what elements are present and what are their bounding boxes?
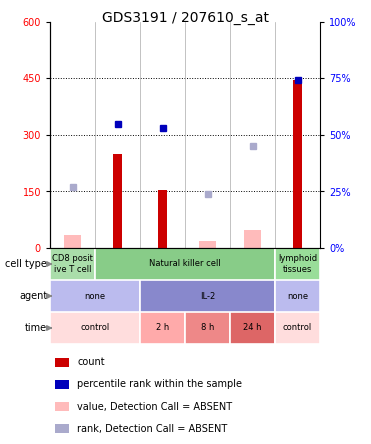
Bar (199, 241, 216, 248)
Bar (185, 312, 230, 344)
Text: control: control (283, 324, 312, 333)
Text: lymphoid
tissues: lymphoid tissues (278, 254, 317, 274)
Text: 24 h: 24 h (243, 324, 262, 333)
Text: count: count (77, 357, 105, 367)
Text: 2 h: 2 h (156, 324, 169, 333)
Text: time: time (25, 323, 47, 333)
Text: rank, Detection Call = ABSENT: rank, Detection Call = ABSENT (77, 424, 227, 434)
Bar (55, 424, 69, 433)
Bar (95, 248, 275, 280)
Bar (293, 80, 302, 248)
Text: CD8 posit
ive T cell: CD8 posit ive T cell (52, 254, 93, 274)
Text: control: control (81, 324, 109, 333)
Bar (50, 280, 140, 312)
Text: percentile rank within the sample: percentile rank within the sample (77, 380, 242, 389)
Bar (230, 312, 275, 344)
Bar (50, 248, 95, 280)
Bar (275, 280, 320, 312)
Bar (65, 235, 81, 248)
Bar (140, 312, 185, 344)
Text: cell type: cell type (6, 259, 47, 269)
Bar (55, 357, 69, 367)
Bar (140, 280, 275, 312)
Bar (55, 380, 69, 389)
Text: none: none (287, 292, 308, 301)
Bar (113, 154, 122, 248)
Text: none: none (85, 292, 106, 301)
Text: 8 h: 8 h (201, 324, 214, 333)
Bar (275, 248, 320, 280)
Text: IL-2: IL-2 (200, 292, 215, 301)
Text: value, Detection Call = ABSENT: value, Detection Call = ABSENT (77, 401, 232, 412)
Text: Natural killer cell: Natural killer cell (149, 259, 221, 269)
Bar (55, 402, 69, 411)
Text: GDS3191 / 207610_s_at: GDS3191 / 207610_s_at (102, 11, 269, 25)
Bar (50, 312, 140, 344)
Bar (158, 190, 167, 248)
Bar (244, 230, 260, 248)
Bar (275, 312, 320, 344)
Text: agent: agent (19, 291, 47, 301)
